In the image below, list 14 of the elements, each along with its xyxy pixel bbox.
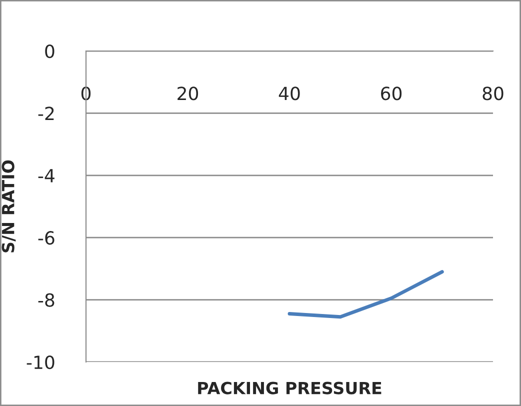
x-axis-title: PACKING PRESSURE	[198, 382, 382, 394]
x-tick-label: 20	[178, 86, 198, 100]
y-tick-label: -10	[26, 355, 54, 370]
x-tick-label: 80	[482, 86, 504, 100]
line-series	[288, 270, 444, 319]
x-tick-label: 40	[278, 86, 300, 100]
y-tick-label: -4	[38, 169, 54, 182]
y-axis-title: S/N RATIO	[2, 160, 16, 252]
y-tick-label: -2	[38, 106, 54, 120]
x-tick-label: 0	[81, 86, 91, 100]
y-tick-label: 0	[45, 44, 54, 58]
y-tick-label: -8	[38, 293, 54, 307]
y-tick-label: -6	[38, 231, 54, 245]
x-tick-label: 60	[381, 86, 402, 100]
